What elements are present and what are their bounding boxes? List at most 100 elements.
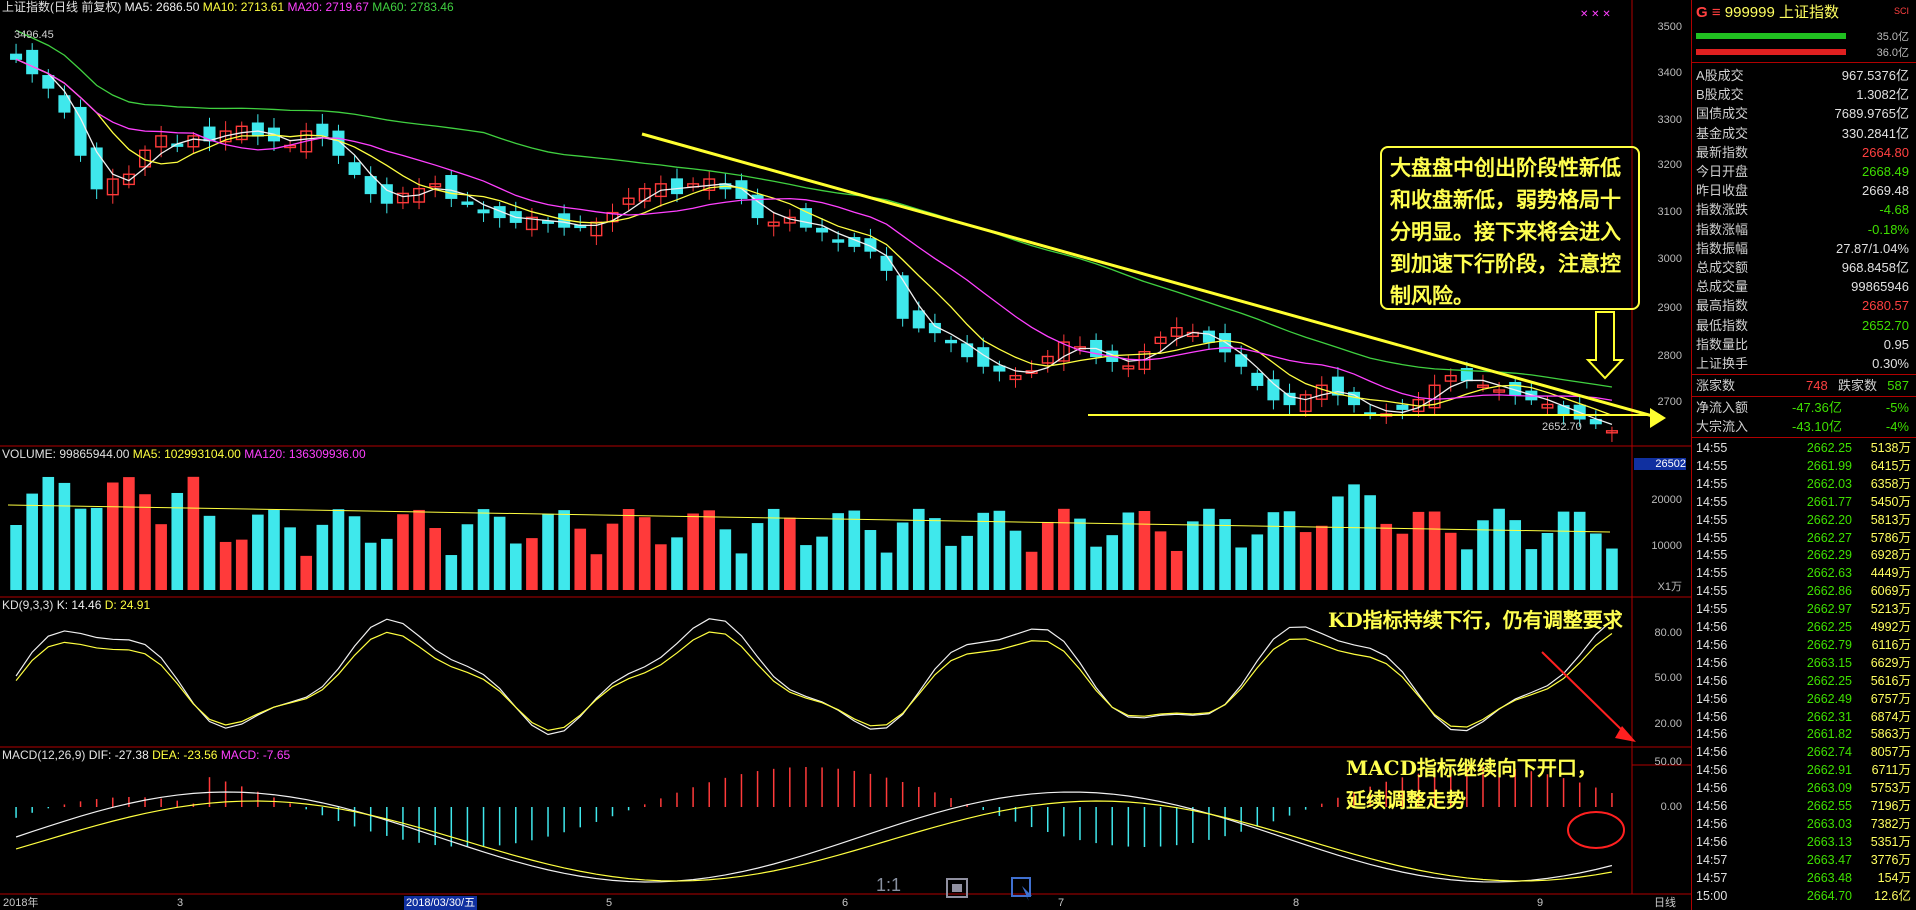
stat-label: 指数振幅 [1696,240,1749,256]
volume-bar-top [1696,33,1846,39]
kd-k-label: K: 14.46 [56,598,102,612]
stat-value: 0.30% [1872,356,1909,371]
candle [74,106,87,156]
tick-volume: 4992万 [1870,620,1911,634]
ma60-line [15,29,1613,388]
candle [1154,336,1167,345]
period-label[interactable]: 日线 [1654,897,1676,909]
cursor-icon[interactable] [1010,876,1036,902]
tick-volume: 4449万 [1870,566,1911,581]
candle [638,187,651,202]
volume-bar [848,510,861,590]
candle [1605,430,1618,434]
stat-value: 27.87/1.04% [1835,240,1909,256]
tick-row: 14:56 2662.91 6711万 [1692,761,1911,781]
downtrend-line [641,132,1661,420]
tick-volume: 154万 [1877,870,1911,885]
stat-label: 指数涨幅 [1696,221,1749,237]
window-icons[interactable]: ✕ ✕ ✕ [1580,9,1611,20]
candle [670,178,683,195]
stat-row: 今日开盘 2668.49 [1696,162,1909,181]
volume-bar [413,509,425,590]
stat-row: 指数振幅 27.87/1.04% [1696,239,1909,258]
price-tick: 3000 [1657,253,1682,265]
stat-row: 基金成交 330.2841亿 [1696,124,1909,143]
stat-row: 总成交额 968.8458亿 [1696,258,1909,277]
candle [251,122,264,137]
kline-chart[interactable] [0,0,1691,910]
candle [1283,392,1296,406]
stat-label: 总成交量 [1696,279,1749,295]
candle [525,216,538,231]
price-tick: 3500 [1657,21,1682,33]
volume-bar [509,543,522,590]
ma10-line [15,58,1613,416]
ratio-button[interactable]: 1:1 [876,875,902,895]
fall-label: 跌家数 [1838,378,1878,393]
expand-icon[interactable] [944,876,970,900]
ma60-label: MA60: 2783.46 [372,0,454,14]
tick-price: 2662.49 [1806,691,1852,706]
tick-row: 14:56 2662.79 6116万 [1692,636,1911,656]
volume-bar [284,527,296,590]
tick-time: 14:56 [1696,673,1728,688]
tick-price: 2662.27 [1806,530,1852,545]
volume-bar [348,516,361,590]
tick-volume: 6711万 [1871,763,1911,778]
volume-bar [1428,511,1441,590]
stat-row: 总成交量 99865946 [1696,277,1909,296]
date-tick: 8 [1293,897,1300,909]
rise-label: 涨家数 [1696,378,1736,393]
volume-bar [74,508,87,590]
tick-price: 2663.15 [1806,655,1852,670]
ma20-label: MA20: 2719.67 [287,0,369,14]
volume-bar [1219,519,1231,590]
volume-bar [590,554,603,590]
net-inflow-value: -47.36亿 [1792,400,1842,415]
volume-bar [767,508,780,590]
stat-label: 基金成交 [1696,125,1749,141]
macd-label: MACD(12,26,9) [2,748,86,762]
stat-value: 2669.48 [1862,183,1909,199]
candle [58,95,71,113]
tick-time: 14:57 [1696,852,1728,867]
macd-dif-label: DIF: -27.38 [88,748,149,762]
menu-icon[interactable]: G ≡ [1696,4,1721,21]
volume-bar [880,552,893,590]
volume-bar [235,539,248,590]
volume-bar [816,536,828,590]
candle [10,53,23,60]
macd-highlight-circle [1567,811,1625,849]
tick-volume: 5213万 [1870,602,1911,617]
tick-time: 14:56 [1696,727,1728,742]
candle [380,184,393,204]
tick-row: 14:56 2662.55 7196万 [1692,797,1911,817]
volume-bar [1203,508,1215,590]
stat-value: 968.8458亿 [1841,260,1909,275]
macd-dea-line [15,800,1613,882]
stat-row: 指数涨跌 -4.68 [1696,200,1909,219]
candle [1589,418,1602,425]
stat-value: 330.2841亿 [1841,125,1909,141]
block-inflow-label: 大宗流入 [1696,419,1749,434]
candle [1251,372,1264,386]
volume-bar [1590,533,1602,590]
candle [139,149,152,168]
candle [429,183,442,188]
kline-header: 上证指数(日线 前复权) MA5: 2686.50 MA10: 2713.61 … [2,0,454,14]
tick-row: 14:56 2663.15 6629万 [1692,654,1911,674]
volume-bar [1283,511,1296,590]
kd-d-label: D: 24.91 [104,598,151,612]
kd-header: KD(9,3,3) K: 14.46 D: 24.91 [2,598,150,612]
volume-bar-bottom [1696,49,1846,55]
candle [106,178,119,196]
volume-bar [171,492,184,590]
tick-row: 14:56 2662.25 4992万 [1692,618,1911,638]
tick-price: 2662.03 [1806,476,1852,491]
macd-tick: 0.00 [1660,801,1682,813]
tick-price: 2662.55 [1806,799,1852,813]
tick-price: 2663.13 [1806,834,1852,849]
tick-time: 14:56 [1696,834,1728,849]
volume-bar [929,518,941,590]
date-tick: 7 [1058,897,1065,909]
